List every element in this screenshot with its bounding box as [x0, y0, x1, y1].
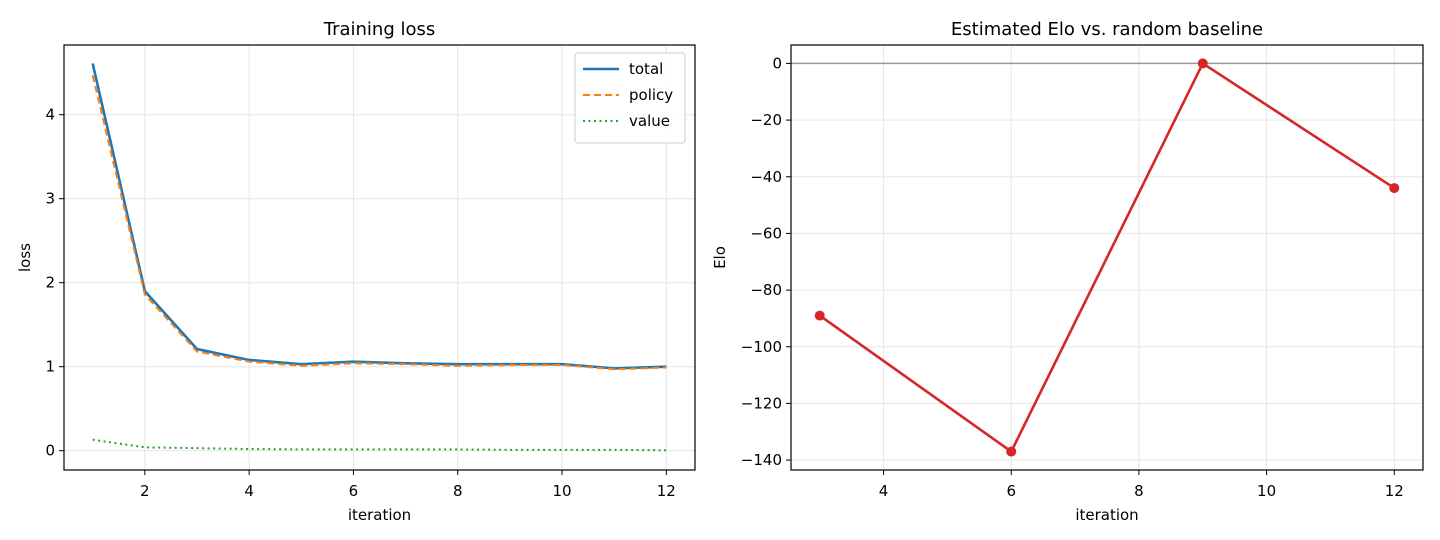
x-tick-label: 8 [453, 482, 463, 500]
chart-title: Estimated Elo vs. random baseline [951, 19, 1263, 40]
x-tick-label: 6 [349, 482, 359, 500]
y-tick-label: 1 [45, 358, 55, 376]
y-tick-label: −40 [750, 168, 782, 186]
data-point [1006, 446, 1017, 457]
x-axis-label: iteration [1075, 506, 1138, 524]
value-legend-label: value [629, 112, 670, 130]
x-tick-label: 4 [879, 482, 889, 500]
x-tick-label: 4 [244, 482, 254, 500]
y-tick-label: −20 [750, 111, 782, 129]
y-tick-label: −100 [741, 338, 782, 356]
legend-box [574, 52, 686, 144]
data-point [1389, 183, 1400, 194]
y-tick-label: 3 [45, 190, 55, 208]
legend: total policy value [574, 52, 686, 144]
x-tick-label: 10 [1257, 482, 1276, 500]
y-tick-label: −120 [741, 394, 782, 412]
x-axis-label: iteration [348, 506, 411, 524]
y-tick-label: 0 [45, 442, 55, 460]
data-point [1197, 58, 1208, 69]
y-tick-label: 2 [45, 274, 55, 292]
elo-panel: 4 6 8 10 12 0 −20 −40 −60 −80 −100 −120 −140 Estimate… [711, 19, 1424, 524]
value-series-line [92, 438, 667, 452]
x-tick-label: 8 [1134, 482, 1144, 500]
axes-frame [790, 44, 1424, 471]
y-axis-label: Elo [711, 246, 729, 269]
total-legend-label: total [629, 60, 663, 78]
x-tick-label: 12 [657, 482, 676, 500]
axes-frame [63, 44, 696, 471]
chart-title: Training loss [323, 19, 436, 40]
data-point [814, 310, 825, 321]
y-tick-label: −60 [750, 224, 782, 242]
y-tick-label: 4 [45, 106, 55, 124]
x-tick-label: 6 [1006, 482, 1016, 500]
y-tick-label: 0 [772, 54, 782, 72]
x-tick-label: 12 [1385, 482, 1404, 500]
policy-series-line [91, 75, 667, 371]
y-tick-label: −80 [750, 281, 782, 299]
x-tick-label: 2 [140, 482, 150, 500]
y-axis-label: loss [16, 243, 34, 272]
elo-series-line [818, 62, 1395, 453]
policy-legend-label: policy [629, 86, 673, 104]
y-tick-label: −140 [741, 451, 782, 469]
x-tick-label: 10 [552, 482, 571, 500]
